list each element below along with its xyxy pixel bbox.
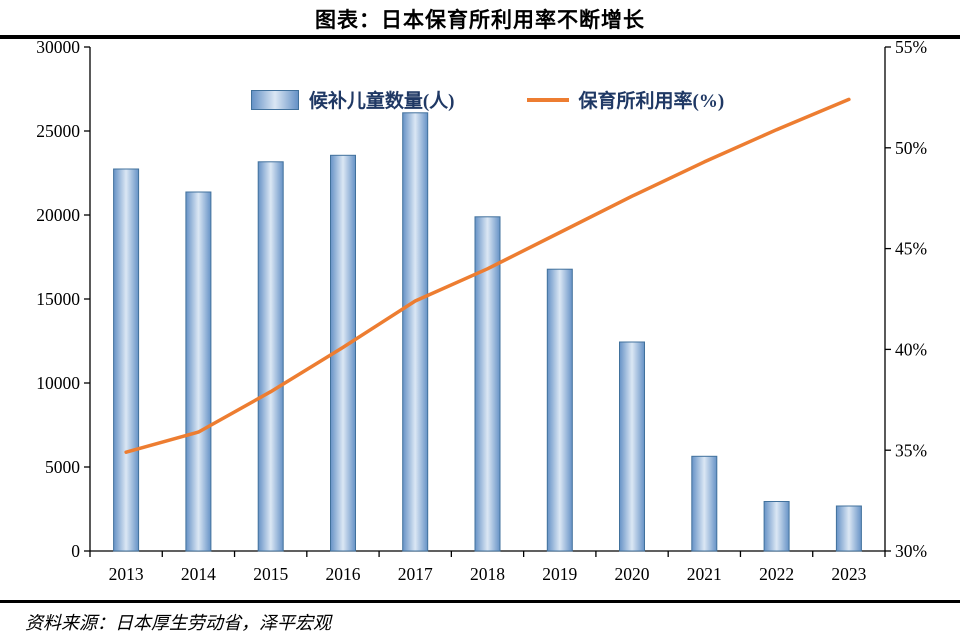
chart-area: 0 5000 10000 15000 20000 25000 30000 30% 35% 40% 4…	[0, 40, 960, 600]
svg-text:5000: 5000	[45, 457, 80, 477]
svg-text:35%: 35%	[895, 440, 927, 460]
chart-title: 图表：日本保育所利用率不断增长	[315, 8, 645, 32]
svg-text:20000: 20000	[36, 205, 80, 225]
top-divider	[0, 35, 960, 39]
svg-text:2021: 2021	[687, 564, 722, 584]
svg-text:10000: 10000	[36, 373, 80, 393]
svg-text:15000: 15000	[36, 289, 80, 309]
source-text: 资料来源：日本厚生劳动省，泽平宏观	[25, 613, 331, 633]
svg-text:2017: 2017	[398, 564, 433, 584]
svg-text:2019: 2019	[542, 564, 577, 584]
bar-series-label: 候补儿童数量(人)	[308, 91, 455, 112]
svg-text:2016: 2016	[326, 564, 361, 584]
legend-item-line: 保育所利用率(%)	[526, 86, 725, 113]
line-series-label: 保育所利用率(%)	[578, 91, 725, 112]
svg-text:45%: 45%	[895, 239, 927, 259]
chart-svg: 0 5000 10000 15000 20000 25000 30000 30% 35% 40% 4…	[36, 40, 927, 584]
svg-text:30%: 30%	[895, 541, 927, 561]
chart-legend: 候补儿童数量(人) 保育所利用率(%)	[90, 86, 885, 113]
svg-text:2014: 2014	[181, 564, 216, 584]
svg-text:50%: 50%	[895, 138, 927, 158]
legend-item-bars: 候补儿童数量(人)	[250, 86, 455, 113]
svg-text:40%: 40%	[895, 340, 927, 360]
svg-text:2022: 2022	[759, 564, 794, 584]
bar-series-swatch	[250, 89, 299, 110]
svg-text:2018: 2018	[470, 564, 505, 584]
svg-text:25000: 25000	[36, 121, 80, 141]
svg-text:2020: 2020	[615, 564, 650, 584]
svg-text:2013: 2013	[109, 564, 144, 584]
svg-text:2023: 2023	[831, 564, 866, 584]
svg-text:2015: 2015	[253, 564, 288, 584]
line-series-swatch	[526, 97, 569, 102]
svg-text:55%: 55%	[895, 40, 927, 57]
bottom-divider	[0, 600, 960, 603]
svg-text:30000: 30000	[36, 40, 80, 57]
svg-text:0: 0	[71, 541, 80, 561]
